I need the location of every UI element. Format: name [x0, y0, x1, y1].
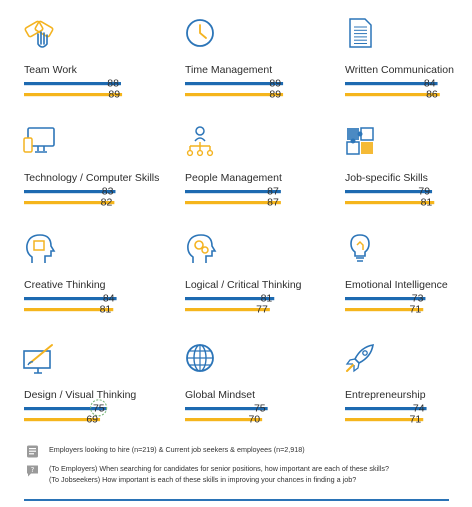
head-gears-icon [187, 234, 217, 263]
employer-value: 73 [412, 293, 424, 305]
employer-bar [185, 190, 281, 194]
employer-bar [24, 82, 121, 86]
question-employers: (To Employers) When searching for candid… [49, 464, 389, 473]
jobseeker-bar [24, 93, 123, 97]
employer-bar [185, 297, 275, 301]
computer-icon [23, 127, 55, 153]
skill-label: Emotional Intelligence [345, 279, 448, 291]
design-pen-icon [23, 344, 53, 374]
highlight-ring [90, 399, 108, 417]
employer-value: 84 [103, 293, 115, 305]
jobseeker-value: 69 [86, 414, 98, 426]
puzzle-icon [346, 127, 374, 155]
employer-value: 89 [269, 78, 281, 90]
employer-bar [345, 82, 438, 86]
jobseeker-bar [24, 418, 101, 422]
jobseeker-value: 81 [421, 197, 433, 209]
footnotes: Employers looking to hire (n=219) & Curr… [26, 445, 456, 491]
employer-value: 79 [418, 186, 430, 198]
handshake-icon [24, 20, 54, 48]
employer-bar [185, 82, 284, 86]
document-icon [349, 18, 372, 48]
rocket-icon [345, 344, 374, 373]
jobseeker-bar [345, 418, 424, 422]
employer-bar [24, 297, 117, 301]
jobseeker-bar [345, 93, 440, 97]
skill-label: Design / Visual Thinking [24, 389, 136, 401]
employer-value: 83 [102, 186, 114, 198]
employer-bar [345, 297, 426, 301]
jobseeker-value: 71 [410, 414, 422, 426]
question-row: ? (To Employers) When searching for cand… [26, 464, 456, 485]
legend-text: Employers looking to hire (n=219) & Curr… [49, 445, 305, 454]
document-legend-icon [27, 445, 38, 458]
employer-bar [24, 190, 116, 194]
employer-value: 84 [424, 78, 436, 90]
employer-value: 87 [267, 186, 279, 198]
employer-value: 81 [261, 293, 273, 305]
jobseeker-value: 77 [256, 304, 268, 316]
employer-value: 88 [107, 78, 119, 90]
skill-label: Technology / Computer Skills [24, 172, 159, 184]
jobseeker-bar [24, 201, 115, 205]
employer-bar [345, 190, 433, 194]
clock-icon [186, 19, 214, 47]
skill-label: Job-specific Skills [345, 172, 428, 184]
globe-icon [186, 344, 214, 372]
jobseeker-value: 82 [101, 197, 113, 209]
employer-bar [185, 407, 268, 411]
org-chart-icon [186, 126, 214, 157]
employer-value: 75 [254, 403, 266, 415]
question-jobseekers: (To Jobseekers) How important is each of… [49, 474, 357, 484]
jobseeker-value: 70 [248, 414, 260, 426]
jobseeker-bar [185, 201, 281, 205]
lightbulb-icon [350, 234, 370, 262]
skill-label: Written Communication [345, 64, 454, 76]
svg-text:?: ? [31, 466, 35, 474]
skill-label: Logical / Critical Thinking [185, 279, 302, 291]
jobseeker-value: 87 [267, 197, 279, 209]
jobseeker-bar [24, 308, 114, 312]
skill-label: Entrepreneurship [345, 389, 426, 401]
skill-label: People Management [185, 172, 282, 184]
jobseeker-bar [185, 308, 270, 312]
jobseeker-bar [345, 201, 435, 205]
question-bubble-icon: ? [27, 465, 38, 477]
jobseeker-value: 89 [269, 89, 281, 101]
employer-value: 74 [413, 403, 425, 415]
skill-label: Global Mindset [185, 389, 255, 401]
head-bulb-icon [26, 234, 56, 263]
employer-bar [24, 407, 107, 411]
jobseeker-value: 89 [108, 89, 120, 101]
bottom-rule [24, 499, 449, 501]
jobseeker-value: 86 [426, 89, 438, 101]
employer-value: 75 [93, 403, 105, 415]
jobseeker-bar [345, 308, 424, 312]
jobseeker-value: 81 [100, 304, 112, 316]
jobseeker-bar [185, 418, 263, 422]
jobseeker-value: 71 [410, 304, 422, 316]
icons-layer [23, 18, 374, 374]
legend-row: Employers looking to hire (n=219) & Curr… [26, 445, 456, 458]
skill-label: Time Management [185, 64, 272, 76]
skill-label: Team Work [24, 64, 78, 76]
jobseeker-bar [185, 93, 284, 97]
employer-bar [345, 407, 427, 411]
skill-label: Creative Thinking [24, 279, 106, 291]
